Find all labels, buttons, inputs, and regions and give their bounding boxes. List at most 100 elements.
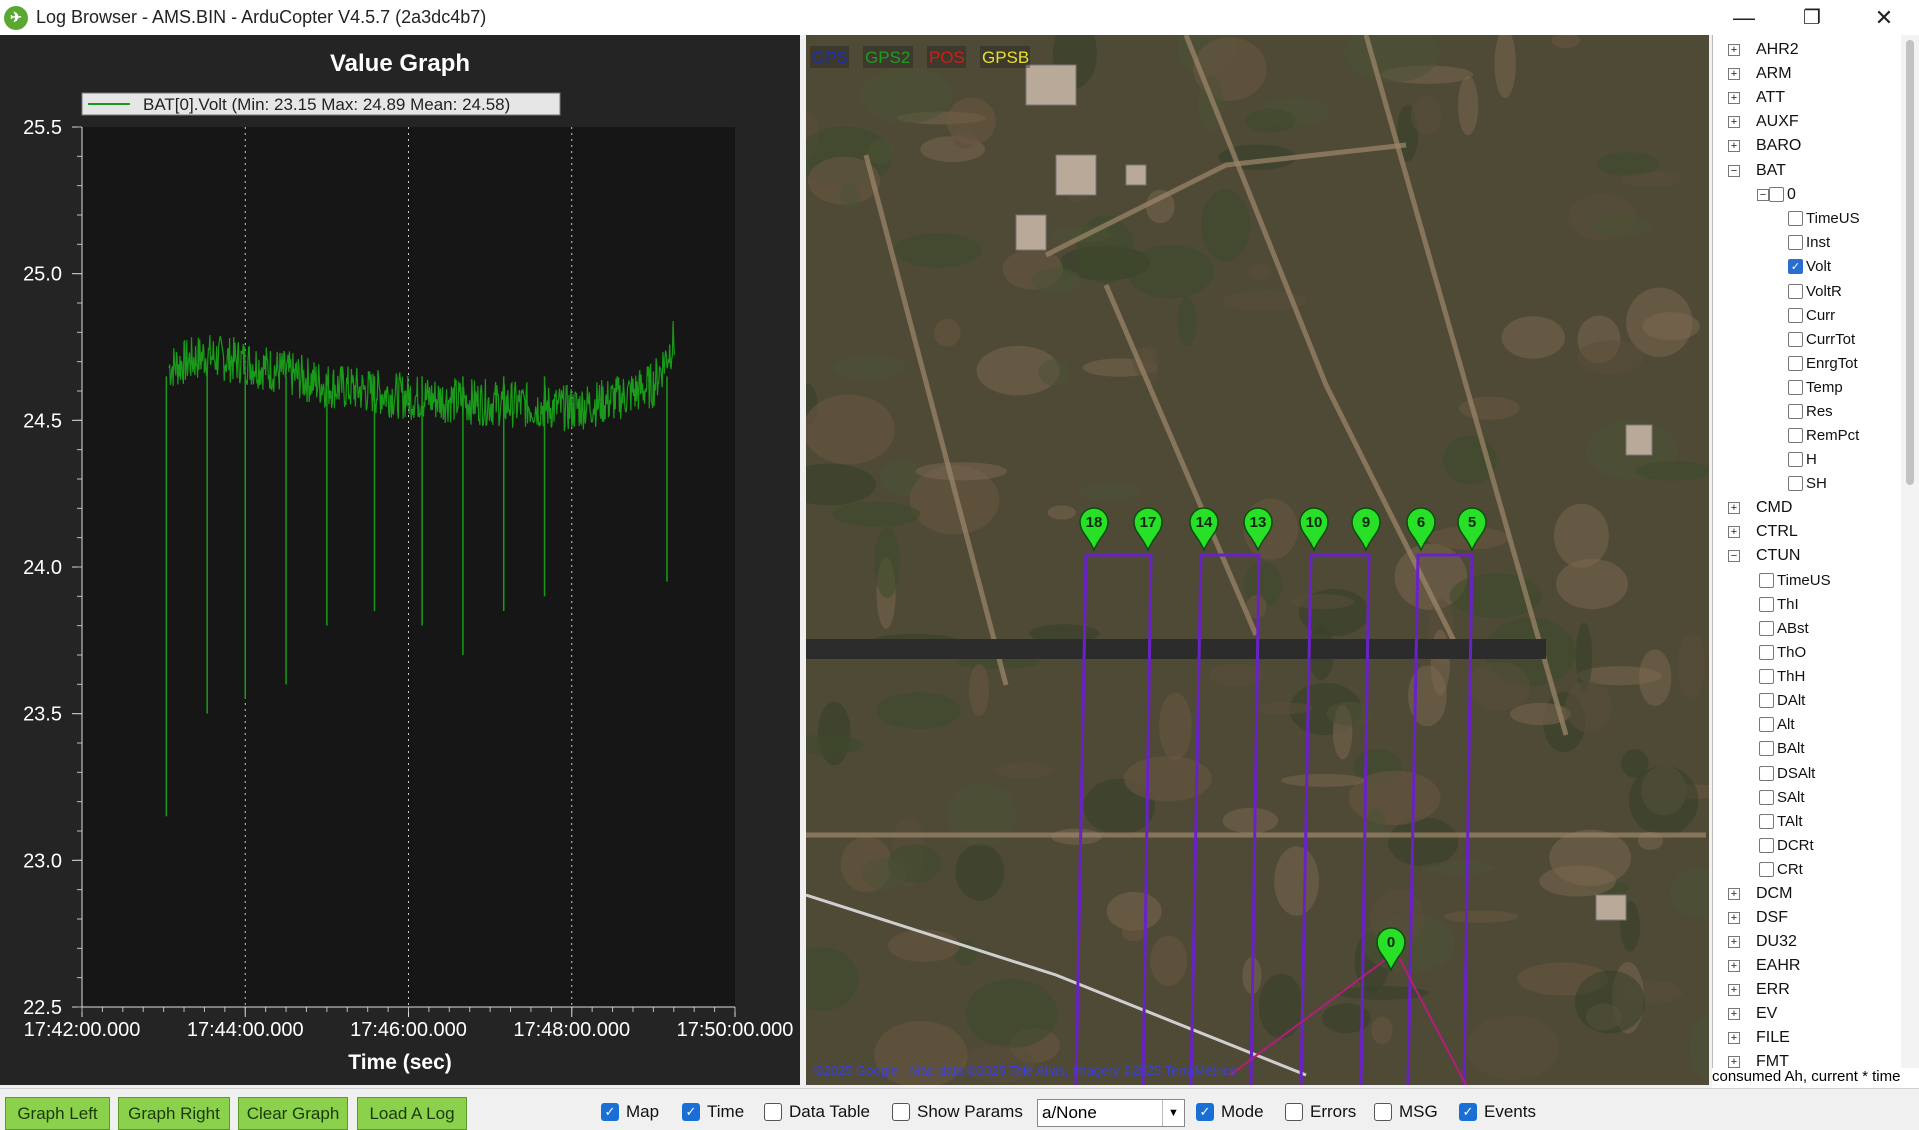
tree-field-enrgtot[interactable]: EnrgTot xyxy=(1788,351,1858,375)
mode-source-combo[interactable]: a/None ▼ xyxy=(1037,1099,1185,1127)
tree-checkbox[interactable] xyxy=(1759,741,1774,757)
message-tree[interactable]: + AHR2 + ARM + ATT + AUXF + BARO − BAT −0 TimeUS Inst ✓… xyxy=(1712,35,1919,1070)
tree-field-currtot[interactable]: CurrTot xyxy=(1788,327,1855,351)
tree-checkbox[interactable] xyxy=(1759,693,1774,709)
tree-checkbox[interactable] xyxy=(1759,596,1774,612)
errors-checkbox-box[interactable] xyxy=(1285,1103,1303,1121)
waypoint-marker[interactable]: 13 xyxy=(1243,507,1273,552)
expand-icon[interactable]: + xyxy=(1728,911,1740,924)
tree-field-thh[interactable]: ThH xyxy=(1759,665,1805,689)
tree-field-dalt[interactable]: DAlt xyxy=(1759,689,1805,713)
waypoint-marker[interactable]: 18 xyxy=(1079,507,1109,552)
tree-field-rempct[interactable]: RemPct xyxy=(1788,424,1859,448)
tree-field-temp[interactable]: Temp xyxy=(1788,375,1843,399)
tree-node-auxf[interactable]: + AUXF xyxy=(1728,110,1799,134)
map-panel[interactable]: 18 17 14 13 10 9 6 5 0 GPS GPS2 POS GPSB ©2025 Google… xyxy=(806,35,1709,1085)
tree-field-balt[interactable]: BAlt xyxy=(1759,737,1805,761)
waypoint-marker[interactable]: 10 xyxy=(1299,507,1329,552)
tree-field-abst[interactable]: ABst xyxy=(1759,616,1809,640)
events-checkbox[interactable]: ✓ Events xyxy=(1459,1100,1536,1124)
msg-checkbox[interactable]: MSG xyxy=(1374,1100,1438,1124)
data-table-checkbox-box[interactable] xyxy=(764,1103,782,1121)
tree-checkbox[interactable] xyxy=(1759,620,1774,636)
tree-node-baro[interactable]: + BARO xyxy=(1728,134,1801,158)
tree-checkbox[interactable] xyxy=(1759,645,1774,660)
value-graph[interactable]: Value Graph BAT[0].Volt (Min: 23.15 Max: … xyxy=(0,35,800,1085)
tree-field-h[interactable]: H xyxy=(1788,448,1817,472)
tree-node-du32[interactable]: + DU32 xyxy=(1728,930,1797,954)
tree-node-bat[interactable]: − BAT xyxy=(1728,159,1786,183)
tree-node-ahr2[interactable]: + AHR2 xyxy=(1728,38,1799,62)
expand-icon[interactable]: + xyxy=(1728,1008,1740,1020)
expand-icon[interactable]: + xyxy=(1728,1032,1740,1045)
tree-field-sh[interactable]: SH xyxy=(1788,472,1827,496)
show-params-checkbox-box[interactable] xyxy=(892,1103,910,1121)
expand-icon[interactable]: + xyxy=(1728,68,1740,81)
tree-checkbox[interactable] xyxy=(1788,211,1803,227)
tree-checkbox[interactable] xyxy=(1759,717,1774,733)
expand-icon[interactable]: + xyxy=(1728,983,1740,996)
tree-checkbox[interactable] xyxy=(1759,861,1774,877)
collapse-icon[interactable]: − xyxy=(1728,550,1740,563)
tree-field-curr[interactable]: Curr xyxy=(1788,303,1835,327)
clear-graph-button[interactable]: Clear Graph xyxy=(238,1097,348,1130)
tree-node-instance[interactable]: −0 xyxy=(1757,183,1796,207)
tree-field-timeus[interactable]: TimeUS xyxy=(1759,568,1831,592)
tree-scroll-thumb[interactable] xyxy=(1906,40,1914,485)
waypoint-marker[interactable]: 6 xyxy=(1406,507,1436,552)
tree-checkbox[interactable] xyxy=(1759,669,1774,685)
tree-field-alt[interactable]: Alt xyxy=(1759,713,1795,737)
tree-field-voltr[interactable]: VoltR xyxy=(1788,279,1842,303)
tree-checkbox[interactable] xyxy=(1769,187,1784,203)
waypoint-marker[interactable]: 14 xyxy=(1189,507,1219,552)
errors-checkbox[interactable]: Errors xyxy=(1285,1100,1356,1124)
tree-checkbox[interactable] xyxy=(1759,789,1774,805)
graph-left-button[interactable]: Graph Left xyxy=(5,1097,110,1130)
waypoint-marker[interactable]: 17 xyxy=(1133,507,1163,552)
events-checkbox-box[interactable]: ✓ xyxy=(1459,1103,1477,1121)
tree-checkbox[interactable]: ✓ xyxy=(1788,259,1803,275)
chevron-down-icon[interactable]: ▼ xyxy=(1162,1100,1184,1126)
tree-checkbox[interactable] xyxy=(1788,428,1803,444)
tree-checkbox[interactable] xyxy=(1759,572,1774,588)
tree-node-arm[interactable]: + ARM xyxy=(1728,62,1792,86)
close-icon[interactable]: ✕ xyxy=(1874,4,1894,30)
tree-field-salt[interactable]: SAlt xyxy=(1759,785,1805,809)
tree-checkbox[interactable] xyxy=(1788,452,1803,468)
tree-scrollbar[interactable] xyxy=(1901,35,1919,1070)
data-table-checkbox[interactable]: Data Table xyxy=(764,1100,870,1124)
expand-icon[interactable]: + xyxy=(1728,526,1740,538)
expand-icon[interactable]: + xyxy=(1728,959,1740,972)
expand-icon[interactable]: + xyxy=(1728,92,1740,105)
tree-field-thi[interactable]: ThI xyxy=(1759,592,1799,616)
collapse-icon[interactable]: − xyxy=(1728,164,1740,177)
tree-checkbox[interactable] xyxy=(1788,404,1803,419)
map-checkbox-box[interactable]: ✓ xyxy=(601,1103,619,1121)
tree-checkbox[interactable] xyxy=(1788,283,1803,299)
load-log-button[interactable]: Load A Log xyxy=(357,1097,467,1130)
tree-field-volt[interactable]: ✓ Volt xyxy=(1788,255,1831,279)
waypoint-marker[interactable]: 9 xyxy=(1351,507,1381,552)
time-checkbox-box[interactable]: ✓ xyxy=(682,1103,700,1121)
tree-field-talt[interactable]: TAlt xyxy=(1759,809,1803,833)
expand-icon[interactable]: + xyxy=(1728,140,1740,153)
tree-field-crt[interactable]: CRt xyxy=(1759,857,1803,881)
tree-node-ctun[interactable]: − CTUN xyxy=(1728,544,1800,568)
tree-field-dcrt[interactable]: DCRt xyxy=(1759,833,1814,857)
tree-checkbox[interactable] xyxy=(1788,307,1803,323)
maximize-icon[interactable]: ❐ xyxy=(1803,7,1821,29)
tree-field-res[interactable]: Res xyxy=(1788,400,1833,424)
expand-icon[interactable]: + xyxy=(1728,501,1740,514)
tree-node-eahr[interactable]: + EAHR xyxy=(1728,954,1800,978)
tree-checkbox[interactable] xyxy=(1788,476,1803,492)
minimize-icon[interactable]: — xyxy=(1733,4,1755,30)
mode-checkbox-box[interactable]: ✓ xyxy=(1196,1103,1214,1121)
tree-node-cmd[interactable]: + CMD xyxy=(1728,496,1792,520)
waypoint-marker[interactable]: 5 xyxy=(1457,507,1487,552)
expand-icon[interactable]: + xyxy=(1728,1056,1740,1069)
tree-checkbox[interactable] xyxy=(1788,235,1803,251)
tree-field-timeus[interactable]: TimeUS xyxy=(1788,207,1860,231)
expand-icon[interactable]: + xyxy=(1728,935,1740,948)
tree-checkbox[interactable] xyxy=(1759,837,1774,853)
show-params-checkbox[interactable]: Show Params xyxy=(892,1100,1023,1124)
